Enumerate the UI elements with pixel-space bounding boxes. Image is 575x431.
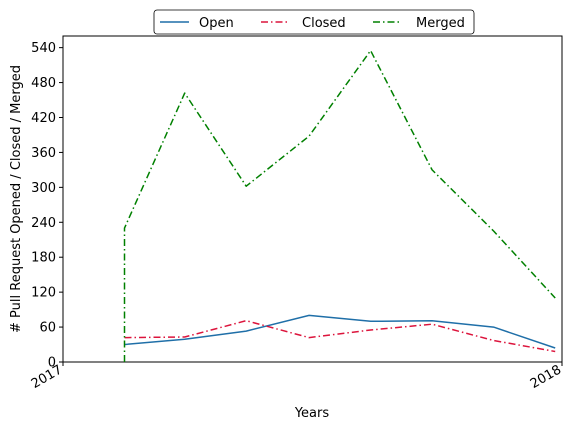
legend-label-merged: Merged	[416, 16, 465, 31]
series-line-open	[124, 314, 556, 349]
y-tick-label: 120	[31, 286, 56, 301]
series-lines	[123, 49, 556, 362]
plot-area	[62, 35, 563, 363]
y-tick-label: 240	[31, 216, 56, 231]
x-tick-label: 2018	[528, 362, 564, 392]
legend-label-open: Open	[199, 16, 234, 31]
legend-label-closed: Closed	[302, 16, 346, 31]
legend-box	[153, 9, 475, 35]
series-line-merged	[123, 49, 556, 362]
y-tick-label: 540	[31, 41, 56, 56]
y-tick-label: 0	[48, 356, 56, 371]
y-tick-label: 300	[31, 181, 56, 196]
legend: Open Closed Merged	[153, 9, 475, 35]
x-axis-ticks: 2017 2018	[29, 362, 564, 392]
y-axis-label: # Pull Request Opened / Closed / Merged	[9, 65, 24, 333]
y-tick-label: 480	[31, 76, 56, 91]
y-axis-ticks: 0 60 120 180 240 300 360 420 480 540	[31, 41, 63, 371]
y-tick-label: 360	[31, 146, 56, 161]
y-tick-label: 180	[31, 251, 56, 266]
y-tick-label: 60	[39, 321, 56, 336]
x-axis-label: Years	[294, 406, 330, 421]
series-line-closed	[124, 319, 556, 353]
y-tick-label: 420	[31, 111, 56, 126]
